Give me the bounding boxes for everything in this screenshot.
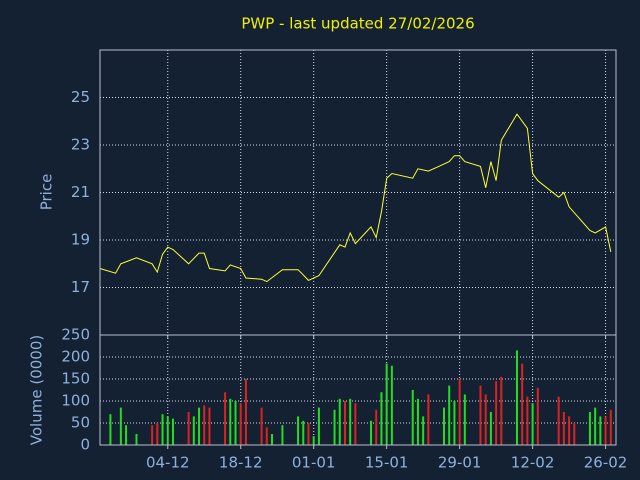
volume-bar bbox=[317, 407, 320, 445]
y-tick-label: 25 bbox=[71, 88, 90, 106]
volume-bar bbox=[390, 365, 393, 445]
volume-bar bbox=[521, 363, 524, 445]
volume-bar bbox=[526, 396, 529, 445]
volume-bar bbox=[161, 414, 164, 445]
y-tick-label: 250 bbox=[61, 326, 90, 344]
volume-bar bbox=[125, 425, 128, 445]
volume-bar bbox=[463, 394, 466, 445]
volume-bar bbox=[354, 403, 357, 445]
volume-bar bbox=[265, 427, 268, 445]
volume-bar bbox=[151, 425, 154, 445]
volume-bar bbox=[156, 423, 159, 445]
y-tick-label: 200 bbox=[61, 348, 90, 366]
volume-bar bbox=[604, 416, 607, 445]
volume-bar bbox=[531, 403, 534, 445]
y-tick-label: 19 bbox=[71, 231, 90, 249]
y-tick-label: 0 bbox=[80, 436, 90, 454]
volume-bar bbox=[588, 412, 591, 445]
volume-bar bbox=[422, 416, 425, 445]
y-axis-label: Price bbox=[38, 174, 56, 211]
volume-bar bbox=[307, 423, 310, 445]
y-tick-label: 50 bbox=[71, 414, 90, 432]
x-tick-label: 04-12 bbox=[146, 454, 190, 472]
volume-bar bbox=[203, 405, 206, 445]
volume-bar bbox=[484, 394, 487, 445]
volume-bar bbox=[448, 385, 451, 445]
volume-bar bbox=[166, 416, 169, 445]
volume-bar bbox=[271, 434, 273, 445]
volume-bar bbox=[135, 434, 138, 445]
volume-bar bbox=[557, 396, 560, 445]
volume-bar bbox=[234, 401, 237, 445]
volume-bar bbox=[411, 390, 414, 445]
volume-bar bbox=[338, 398, 341, 445]
volume-bar bbox=[416, 398, 419, 445]
volume-bar bbox=[443, 407, 445, 445]
volume-bar bbox=[333, 409, 336, 445]
volume-bar bbox=[171, 418, 174, 445]
volume-bar bbox=[536, 387, 539, 445]
volume-bar bbox=[119, 407, 122, 445]
panel-frame bbox=[99, 334, 617, 446]
y-tick-label: 100 bbox=[61, 392, 90, 410]
volume-bar bbox=[380, 392, 383, 445]
volume-bar bbox=[427, 394, 430, 445]
price-line bbox=[99, 113, 612, 283]
volume-bar bbox=[599, 416, 602, 445]
volume-bar bbox=[229, 398, 232, 445]
volume-bar bbox=[375, 409, 378, 445]
x-tick-label: 29-01 bbox=[438, 454, 482, 472]
volume-bar bbox=[515, 350, 518, 445]
volume-bar bbox=[479, 385, 482, 445]
volume-bar bbox=[495, 381, 498, 445]
volume-bar bbox=[573, 423, 576, 445]
volume-bar bbox=[568, 416, 571, 445]
x-tick-label: 26-02 bbox=[584, 454, 628, 472]
volume-bar bbox=[458, 379, 461, 445]
x-tick-label: 18-12 bbox=[219, 454, 263, 472]
volume-bar bbox=[281, 425, 284, 445]
y-tick-label: 17 bbox=[71, 278, 90, 296]
y-tick-label: 150 bbox=[61, 370, 90, 388]
volume-bar bbox=[349, 398, 352, 445]
volume-bar bbox=[489, 412, 492, 445]
volume-bar bbox=[594, 407, 597, 445]
volume-bar bbox=[312, 436, 315, 445]
volume-bar bbox=[109, 414, 112, 445]
volume-bar bbox=[453, 401, 456, 445]
volume-bar bbox=[343, 401, 346, 445]
volume-bar bbox=[260, 407, 263, 445]
volume-bar bbox=[208, 407, 211, 445]
volume-bar bbox=[297, 416, 300, 445]
x-tick-label: 01-01 bbox=[292, 454, 336, 472]
volume-bar bbox=[370, 420, 373, 445]
volume-bar bbox=[500, 376, 503, 445]
volume-bar bbox=[192, 416, 195, 445]
volume-bar bbox=[302, 420, 305, 445]
volume-bar bbox=[385, 363, 388, 445]
chart-title: PWP - last updated 27/02/2026 bbox=[241, 15, 474, 33]
volume-bar bbox=[224, 392, 227, 445]
volume-bar bbox=[239, 403, 242, 445]
x-tick-label: 15-01 bbox=[365, 454, 409, 472]
volume-bar bbox=[609, 409, 612, 445]
volume-bar bbox=[562, 412, 565, 445]
volume-bar bbox=[198, 407, 201, 445]
x-tick-label: 12-02 bbox=[511, 454, 555, 472]
y-axis-label: Volume (0000) bbox=[28, 335, 46, 445]
y-tick-label: 23 bbox=[71, 136, 90, 154]
volume-bar bbox=[244, 379, 247, 445]
volume-bar bbox=[187, 412, 190, 445]
y-tick-label: 21 bbox=[71, 183, 90, 201]
